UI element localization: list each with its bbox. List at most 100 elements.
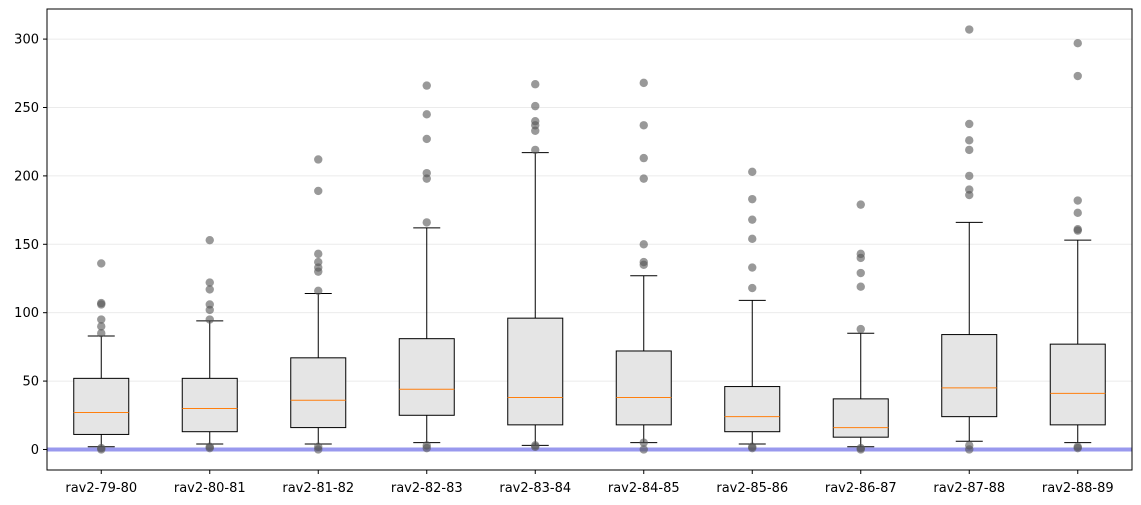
x-tick-label: rav2-82-83 (391, 481, 463, 496)
outlier-point (748, 215, 757, 224)
box-rav2-84-85 (615, 78, 672, 454)
outlier-point (856, 282, 865, 291)
outlier-point (1073, 71, 1082, 81)
boxes-group (73, 25, 1106, 454)
y-tick-label: 300 (14, 33, 39, 48)
outlier-point (965, 25, 974, 34)
outlier-point (639, 438, 648, 447)
outlier-point (1073, 225, 1082, 234)
outlier-point (422, 218, 431, 227)
y-tick-label: 50 (22, 375, 39, 390)
outlier-point (748, 283, 757, 293)
outlier-point (422, 110, 431, 119)
outlier-point (314, 442, 323, 451)
outlier-point (314, 257, 323, 267)
outlier-point (422, 134, 431, 144)
outlier-point (531, 116, 540, 126)
outlier-point (1073, 442, 1082, 451)
outlier-point (639, 257, 648, 267)
outlier-point (748, 263, 757, 272)
box-iqr (615, 350, 672, 426)
outlier-point (639, 174, 648, 183)
box-iqr (398, 338, 455, 416)
x-tick-label: rav2-84-85 (608, 481, 680, 496)
outlier-point (639, 240, 648, 249)
outlier-point (1073, 38, 1082, 48)
outlier-point (97, 298, 106, 308)
x-tick-label: rav2-86-87 (825, 481, 897, 496)
outlier-point (205, 300, 214, 309)
outlier-point (205, 235, 214, 245)
outlier-point (965, 441, 974, 450)
outlier-point (531, 80, 540, 89)
outlier-point (205, 285, 214, 294)
outlier-point (422, 168, 431, 178)
outlier-point (1073, 208, 1082, 218)
y-tick-label: 250 (14, 101, 39, 116)
box-iqr (941, 334, 998, 418)
outlier-point (422, 441, 431, 450)
y-tick-label: 200 (14, 169, 39, 184)
box-iqr (507, 317, 564, 426)
outlier-point (856, 324, 865, 334)
box-rav2-81-82 (290, 155, 347, 454)
outlier-point (639, 153, 648, 163)
outlier-point (965, 185, 974, 194)
plot-frame (46, 8, 1133, 471)
outlier-point (314, 155, 323, 164)
outlier-point (639, 78, 648, 88)
box-rav2-80-81 (181, 235, 238, 453)
outlier-point (856, 200, 865, 209)
box-iqr (290, 357, 347, 429)
x-tick-label: rav2-81-82 (282, 481, 354, 496)
x-tick-label: rav2-88-89 (1042, 481, 1114, 496)
box-iqr (1049, 343, 1106, 426)
x-tick-label: rav2-80-81 (174, 481, 246, 496)
outlier-point (314, 249, 323, 259)
x-tick-label: rav2-85-86 (716, 481, 788, 496)
outlier-point (748, 194, 757, 204)
y-tick-label: 150 (14, 238, 39, 253)
box-iqr (73, 377, 130, 435)
outlier-point (639, 121, 648, 130)
outlier-point (531, 145, 540, 155)
outlier-point (856, 249, 865, 259)
outlier-point (205, 442, 214, 451)
axes-group: 0 50 100 150 200 250 300 rav2-79-80 rav2-80-81 ra… (14, 8, 1133, 496)
outlier-point (856, 443, 865, 453)
outlier-point (748, 234, 757, 244)
outlier-point (965, 119, 974, 129)
outlier-point (748, 167, 757, 176)
outlier-point (314, 286, 323, 295)
outlier-point (531, 441, 540, 450)
box-iqr (724, 386, 781, 433)
y-tick-label: 0 (31, 443, 39, 458)
x-tick-label: rav2-87-88 (933, 481, 1005, 496)
x-tick-label: rav2-83-84 (499, 481, 571, 496)
x-tick-label: rav2-79-80 (65, 481, 137, 496)
box-rav2-85-86 (724, 167, 781, 453)
box-iqr (181, 377, 238, 433)
box-rav2-88-89 (1049, 38, 1106, 453)
box-rav2-82-83 (398, 81, 455, 453)
box-rav2-86-87 (832, 200, 889, 454)
outlier-point (205, 278, 214, 287)
outlier-point (97, 322, 106, 331)
outlier-point (856, 268, 865, 278)
outlier-point (97, 315, 106, 324)
outlier-point (97, 329, 106, 338)
box-rav2-87-88 (941, 25, 998, 454)
outlier-point (314, 186, 323, 196)
outlier-point (531, 101, 540, 111)
outlier-point (639, 445, 648, 454)
outlier-point (965, 136, 974, 145)
outlier-point (965, 145, 974, 155)
box-iqr (832, 398, 889, 438)
outlier-point (205, 315, 214, 324)
outlier-point (748, 442, 757, 451)
box-rav2-79-80 (73, 259, 130, 454)
outlier-point (97, 259, 106, 268)
outlier-point (97, 443, 106, 453)
outlier-point (965, 171, 974, 181)
